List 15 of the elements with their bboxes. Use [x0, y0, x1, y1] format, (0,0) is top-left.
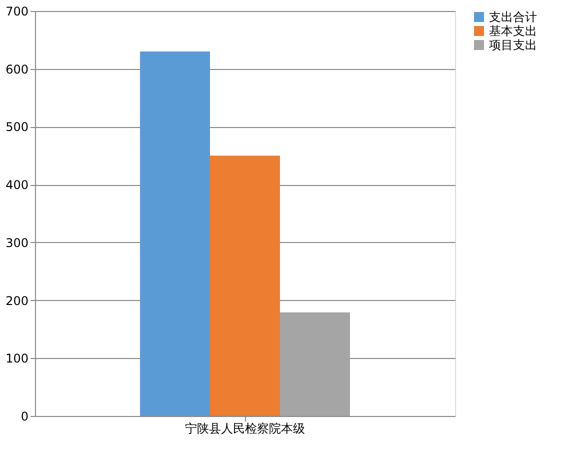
y-tick-label: 400 [6, 178, 28, 192]
y-tick-label: 100 [6, 352, 28, 366]
y-tick-label: 700 [6, 4, 28, 18]
x-tick-label: 宁陕县人民检察院本级 [185, 422, 305, 436]
y-tick-label: 200 [6, 294, 28, 308]
y-tick-label: 600 [6, 62, 28, 76]
bar [140, 52, 210, 416]
y-tick-label: 0 [20, 410, 28, 424]
legend-label: 支出合计 [489, 10, 537, 24]
bar [210, 156, 280, 416]
y-tick-label: 300 [6, 236, 28, 250]
bar [280, 312, 350, 416]
legend-label: 项目支出 [489, 38, 537, 52]
legend-label: 基本支出 [489, 24, 537, 38]
y-tick-label: 500 [6, 120, 28, 134]
